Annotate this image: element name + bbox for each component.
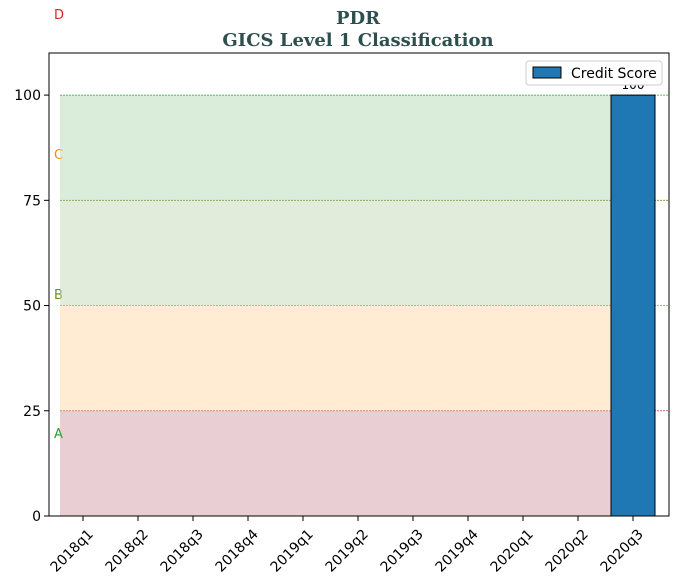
- band-label-C: C: [54, 148, 63, 163]
- y-tick-label: 50: [23, 299, 41, 315]
- x-tick-label: 2020q1: [488, 526, 537, 575]
- band-label-B: B: [54, 288, 63, 303]
- bar-2020q3: [610, 94, 656, 517]
- x-tick-label: 2018q3: [158, 526, 207, 575]
- band-C: [60, 200, 611, 306]
- x-tick-label: 2019q4: [433, 526, 482, 575]
- x-tick-label: 2018q1: [48, 526, 97, 575]
- band-A: [60, 410, 611, 516]
- x-axis: 2018q1 2018q2 2018q3 2018q4 2019q1 2019q2 2019…: [48, 516, 647, 576]
- x-tick-label: 2019q2: [323, 526, 372, 575]
- x-tick-label: 2020q2: [543, 526, 592, 575]
- plot-frame: [48, 52, 670, 517]
- y-tick-label: 100: [14, 88, 41, 104]
- legend: Credit Score: [525, 60, 663, 86]
- y-axis: 0 25 50 75 100: [14, 88, 49, 525]
- x-tick-label: 2018q2: [103, 526, 152, 575]
- x-tick-label: 2018q4: [213, 526, 262, 575]
- band-D: [60, 95, 611, 201]
- x-tick-label: 2019q1: [268, 526, 317, 575]
- legend-label: Credit Score: [571, 66, 657, 82]
- chart-subtitle: GICS Level 1 Classification: [222, 30, 493, 51]
- rating-bands: A B C D: [54, 8, 669, 516]
- legend-swatch: [532, 66, 562, 79]
- y-tick-label: 0: [32, 509, 41, 525]
- band-B: [60, 305, 611, 411]
- x-tick-label: 2020q3: [598, 526, 647, 575]
- band-label-A: A: [54, 427, 63, 442]
- bars: 100: [610, 78, 656, 517]
- chart-title: PDR: [336, 8, 381, 29]
- x-tick-label: 2019q3: [378, 526, 427, 575]
- y-tick-label: 25: [23, 404, 41, 420]
- band-label-D: D: [54, 8, 64, 23]
- y-tick-label: 75: [23, 193, 41, 209]
